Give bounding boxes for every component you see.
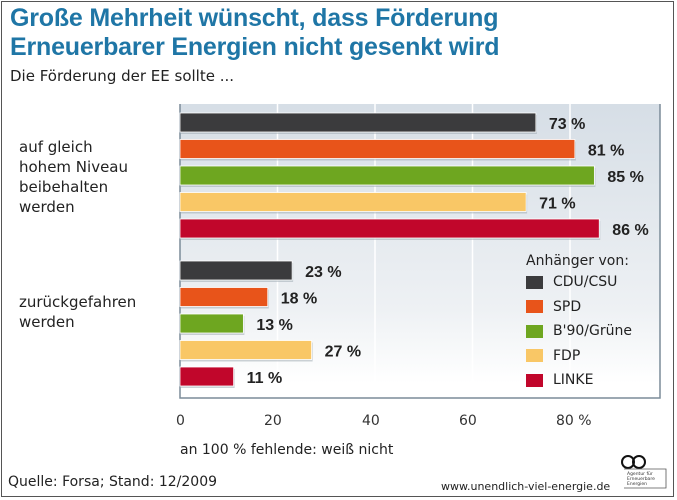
x-tick-label: 60: [459, 413, 477, 429]
legend-label: FDP: [553, 347, 581, 364]
source-text: Quelle: Forsa; Stand: 12/2009: [8, 474, 218, 490]
legend-item: SPD: [526, 299, 581, 315]
data-label: 73 %: [549, 116, 585, 133]
bar: [179, 192, 527, 212]
data-label: 18 %: [281, 291, 317, 308]
category-line: werden: [19, 313, 75, 331]
bar: [179, 165, 595, 186]
logo-text-line: Energien: [627, 481, 647, 487]
legend-item: LINKE: [526, 372, 593, 388]
title-line-2: Erneuerbarer Energien nicht gesenkt wird: [10, 33, 500, 61]
chart-subtitle: Die Förderung der EE sollte ...: [10, 67, 235, 85]
data-label: 11 %: [247, 370, 283, 387]
legend-label: LINKE: [553, 372, 594, 388]
category-line: auf gleich: [19, 138, 93, 156]
legend-title: Anhänger von:: [526, 253, 629, 269]
category-label-zurueckgefahren: zurückgefahren werden: [19, 292, 136, 332]
aee-logo: Agentur für Erneuerbare Energien: [621, 455, 667, 489]
data-label: 85 %: [607, 169, 643, 186]
bar: [179, 366, 235, 387]
legend-label: CDU/CSU: [553, 274, 618, 290]
data-label: 71 %: [539, 196, 575, 213]
data-label: 81 %: [588, 143, 624, 160]
data-label: 86 %: [612, 222, 648, 239]
legend-item: FDP: [526, 348, 580, 364]
missing-note: an 100 % fehlende: weiß nicht: [180, 442, 394, 458]
category-line: zurückgefahren: [19, 293, 137, 311]
bar: [179, 112, 537, 133]
category-line: beibehalten: [19, 178, 109, 196]
legend-swatch: [526, 300, 543, 313]
legend-swatch: [526, 349, 543, 362]
chart-title: Große Mehrheit wünscht, dass Förderung E…: [10, 4, 500, 62]
plot-frame: [179, 104, 661, 399]
legend-swatch: [526, 275, 543, 289]
legend-label: B'90/Grüne: [553, 323, 632, 339]
title-line-1: Große Mehrheit wünscht, dass Förderung: [10, 4, 499, 32]
x-tick-label: 80 %: [556, 413, 592, 429]
infinity-icon: [621, 455, 646, 469]
bar: [179, 260, 293, 281]
x-tick-label: 0: [176, 413, 185, 429]
bar: [179, 139, 576, 159]
legend-item: B'90/Grüne: [526, 323, 632, 339]
logo-text-line: Agentur für: [627, 471, 653, 477]
legend-swatch: [526, 324, 543, 338]
data-label: 13 %: [256, 317, 292, 334]
logo-text-line: Erneuerbare: [627, 476, 655, 482]
website-link[interactable]: www.unendlich-viel-energie.de: [441, 480, 611, 493]
bar: [179, 340, 313, 360]
bar: [179, 313, 244, 334]
x-tick-label: 20: [264, 413, 282, 429]
legend-label: SPD: [553, 298, 582, 315]
category-label-beibehalten: auf gleich hohem Niveau beibehalten werd…: [19, 137, 128, 217]
bar: [179, 218, 600, 239]
data-label: 27 %: [325, 344, 361, 361]
legend-item: CDU/CSU: [526, 274, 617, 290]
x-tick-label: 40: [362, 413, 380, 429]
legend-swatch: [526, 373, 543, 387]
category-line: hohem Niveau: [19, 158, 128, 176]
category-line: werden: [19, 198, 75, 216]
bar: [179, 287, 269, 307]
data-label: 23 %: [305, 264, 341, 281]
